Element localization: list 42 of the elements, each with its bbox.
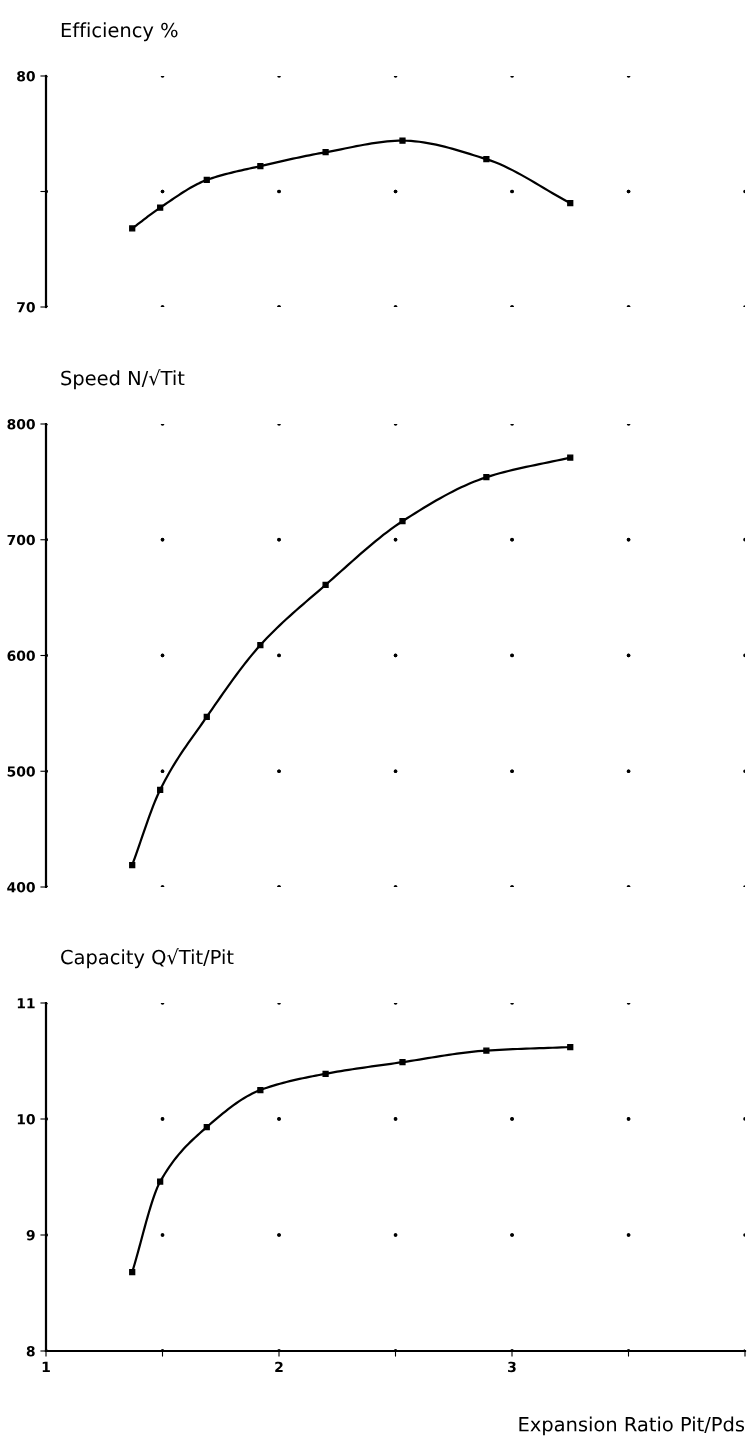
y-tick-label: 8 <box>26 1345 35 1357</box>
x-tick-label: 1 <box>42 1361 50 1372</box>
y-tick-label: 400 <box>7 881 35 893</box>
y-tick-label: 700 <box>7 534 35 546</box>
point <box>129 225 136 232</box>
point <box>483 474 490 481</box>
point <box>567 454 574 461</box>
point <box>203 713 210 720</box>
point <box>483 1047 490 1054</box>
point <box>129 1268 136 1276</box>
point <box>567 199 574 207</box>
point <box>203 1123 210 1131</box>
point <box>203 176 210 184</box>
point <box>399 518 406 525</box>
point <box>129 861 136 869</box>
y-tick-label: 80 <box>17 70 35 82</box>
point <box>322 1070 329 1077</box>
point <box>157 786 164 793</box>
point <box>399 1059 406 1066</box>
point <box>157 204 164 211</box>
chart-title: Capacity Q√Tit/Pit <box>61 948 234 969</box>
y-tick-label: 500 <box>7 766 35 777</box>
point <box>322 581 329 589</box>
point <box>322 149 329 156</box>
x-tick-label: 2 <box>275 1361 283 1372</box>
chart-title: Efficiency % <box>61 22 178 42</box>
y-tick-label: 600 <box>7 650 35 661</box>
point <box>399 137 406 144</box>
point <box>257 641 264 649</box>
y-tick-label: 11 <box>17 998 35 1009</box>
chart-title: Speed N/√Tit <box>61 369 185 390</box>
y-tick-label: 9 <box>26 1229 35 1241</box>
point <box>157 1178 164 1185</box>
x-tick-label: 3 <box>508 1361 516 1373</box>
point <box>257 162 264 170</box>
point <box>567 1043 574 1051</box>
x-axis-title: Expansion Ratio Pit/Pds <box>519 1416 745 1436</box>
y-tick-label: 70 <box>17 301 35 313</box>
y-tick-label: 10 <box>17 1113 35 1125</box>
point <box>483 156 490 163</box>
y-tick-label: 800 <box>7 418 35 430</box>
point <box>257 1086 264 1094</box>
